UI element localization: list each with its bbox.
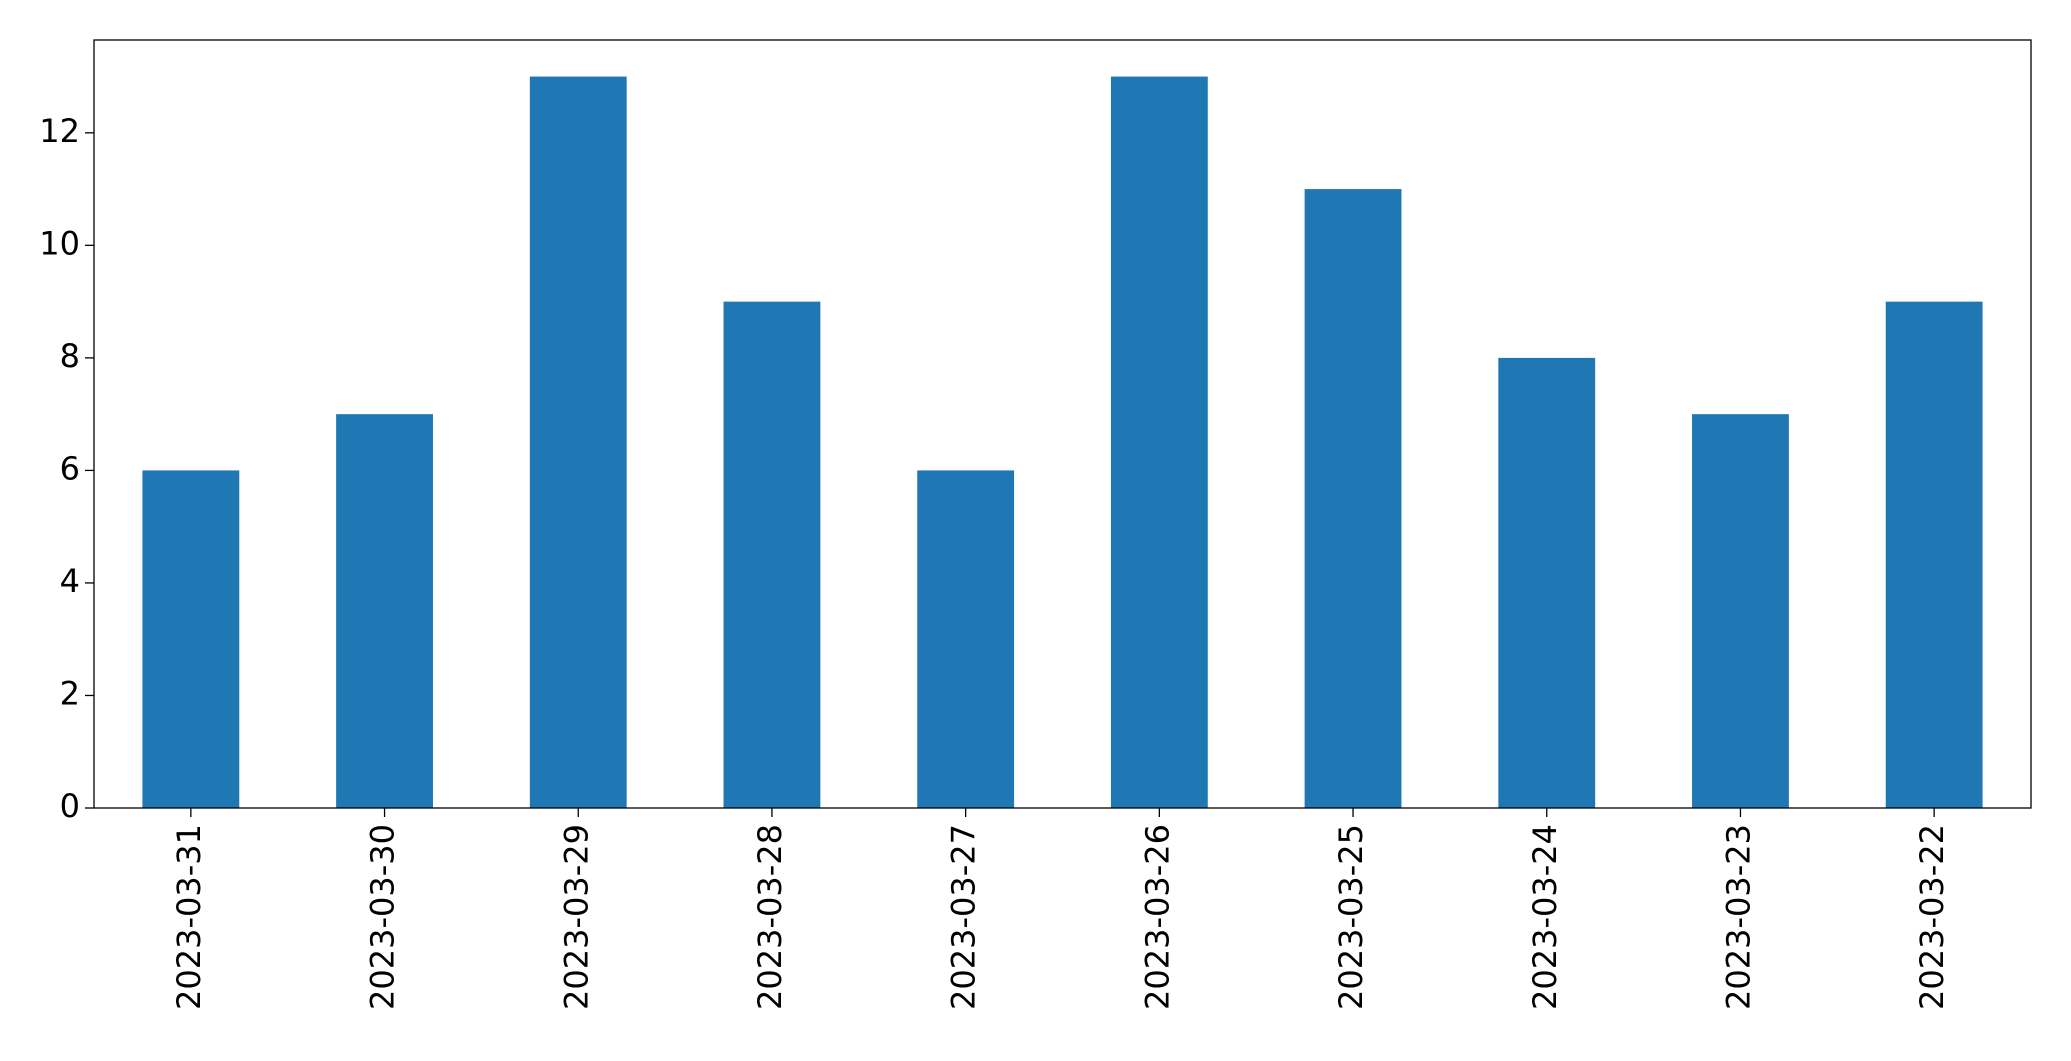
y-tick-label: 2 <box>60 674 80 712</box>
x-tick-label: 2023-03-30 <box>364 824 402 1010</box>
y-tick-label: 6 <box>60 449 80 487</box>
bar <box>723 301 821 808</box>
y-tick-label: 0 <box>60 787 80 825</box>
bar <box>336 414 433 808</box>
x-tick-label: 2023-03-23 <box>1719 824 1757 1010</box>
bar <box>142 470 240 808</box>
bar <box>917 470 1015 808</box>
x-tick-label: 2023-03-29 <box>557 824 595 1010</box>
bar <box>1110 76 1208 809</box>
y-tick-label: 8 <box>60 337 80 375</box>
y-tick-label: 4 <box>60 562 80 600</box>
bar <box>1498 357 1596 808</box>
y-tick-label: 10 <box>39 224 80 262</box>
plot-frame <box>93 39 2032 809</box>
bar <box>1692 414 1789 808</box>
x-tick-label: 2023-03-26 <box>1138 824 1176 1010</box>
bar <box>529 76 627 809</box>
y-tick-label: 12 <box>39 112 80 150</box>
x-tick-label: 2023-03-27 <box>945 824 983 1010</box>
x-tick-label: 2023-03-24 <box>1526 824 1564 1010</box>
x-tick-label: 2023-03-22 <box>1913 824 1951 1010</box>
x-tick-label: 2023-03-31 <box>170 824 208 1010</box>
x-tick-label: 2023-03-25 <box>1332 824 1370 1010</box>
x-tick-label: 2023-03-28 <box>751 824 789 1010</box>
bar <box>1304 189 1402 809</box>
bar <box>1885 301 1983 808</box>
